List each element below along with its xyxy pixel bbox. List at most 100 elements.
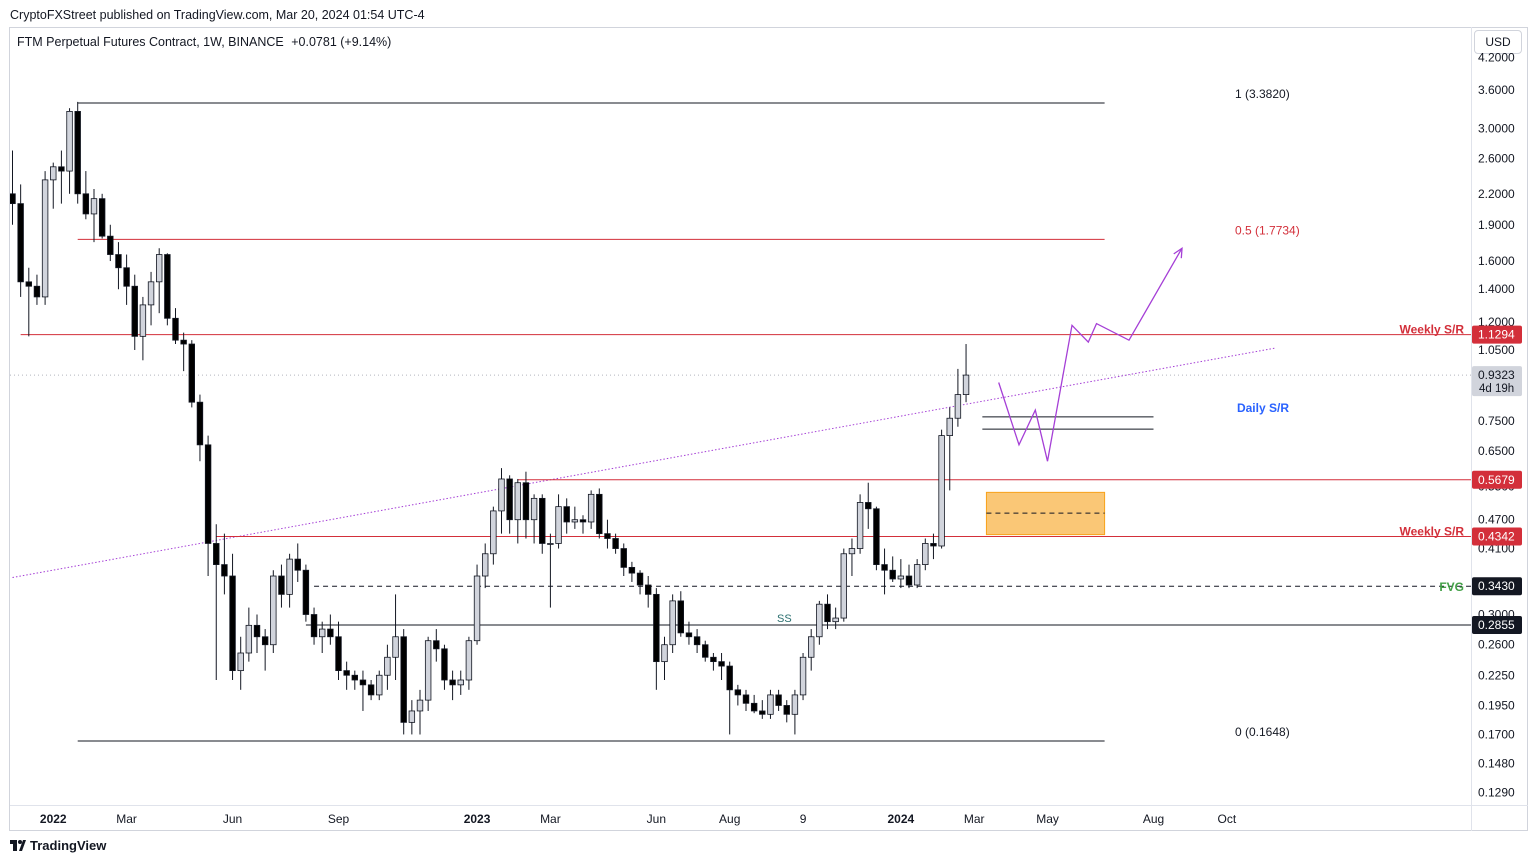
candle <box>913 559 921 589</box>
candle-body-down <box>604 533 611 539</box>
candle <box>677 591 684 637</box>
candle <box>449 670 456 701</box>
candle-body-up <box>587 493 595 523</box>
candle-body-up <box>767 694 774 715</box>
price-tag-text: 0.2855 <box>1478 618 1515 632</box>
candle <box>433 629 440 662</box>
candle <box>441 644 448 690</box>
candle-body-down <box>98 198 106 237</box>
candle-body-down <box>718 661 725 667</box>
candle <box>791 689 799 735</box>
time-axis: 2022 Mar Jun Sep 2023 Mar Jun Aug 9 2024 Mar May Aug… <box>40 812 1237 826</box>
candle <box>213 524 220 680</box>
candle <box>139 296 147 361</box>
candle-body-down <box>172 317 179 341</box>
time-tick-label: Mar <box>540 812 561 826</box>
price-tick-label: 3.6000 <box>1478 83 1515 97</box>
candle-body-down <box>522 482 530 521</box>
candle <box>759 700 766 719</box>
candle-body-down <box>824 603 831 623</box>
price-tag-bg <box>1472 325 1522 344</box>
candle-body-down <box>506 478 513 521</box>
candle-body-down <box>131 285 138 337</box>
price-tag-bg <box>1472 615 1522 634</box>
candle-body-up <box>799 656 807 696</box>
price-tick-label: 0.1290 <box>1478 786 1515 800</box>
projection-arrowhead <box>1173 246 1183 259</box>
candle-body-up <box>791 694 799 715</box>
currency-button[interactable]: USD <box>1474 30 1522 54</box>
candle <box>10 150 16 225</box>
price-tick-label: 1.6000 <box>1478 254 1515 268</box>
candle-body-up <box>848 548 856 555</box>
candle <box>278 564 285 608</box>
candle <box>261 629 269 671</box>
candle-body-down <box>889 569 896 580</box>
candle <box>865 482 872 529</box>
level-05679-price-tag: 0.5679 <box>1472 470 1522 489</box>
candle-body-down <box>33 285 41 298</box>
candle-body-up <box>384 656 391 676</box>
candle-body-up <box>424 640 432 701</box>
candle-body-down <box>433 640 440 650</box>
level-labels: 1 (3.3820) 0.5 (1.7734) 0 (0.1648) Weekly S… <box>777 87 1464 739</box>
candle <box>327 614 334 645</box>
tradingview-logo[interactable]: TradingView <box>10 838 106 853</box>
candle-body-up <box>66 111 73 172</box>
candle-body-down <box>310 614 318 638</box>
candle-body-up <box>498 478 505 512</box>
candle-body-down <box>17 203 24 283</box>
candle <box>946 407 953 491</box>
candle <box>481 543 489 589</box>
candle <box>359 670 367 711</box>
candle-body-down <box>74 111 81 195</box>
candle-body-up <box>808 636 815 658</box>
candle <box>620 543 627 577</box>
price-axis: 4.2000 3.6000 3.0000 2.6000 2.2000 1.9000 1.60… <box>1472 50 1522 800</box>
candle <box>938 429 945 549</box>
candle <box>571 506 579 529</box>
candle-body-up <box>155 254 163 283</box>
candle-body-up <box>832 617 839 623</box>
price-tag-bg <box>1472 470 1522 489</box>
candle <box>530 494 538 544</box>
current-price-bg <box>1472 366 1522 397</box>
time-tick-label: Mar <box>964 812 985 826</box>
candle-body-up <box>922 543 929 565</box>
candle-body-down <box>180 339 187 345</box>
candle <box>596 488 603 539</box>
time-tick-label: Mar <box>116 812 137 826</box>
candle-body-up <box>661 644 668 663</box>
candle <box>58 150 65 204</box>
candle-body-up <box>571 519 579 523</box>
candle <box>922 538 929 571</box>
tradingview-mark-icon <box>10 840 26 851</box>
candle-body-down <box>107 235 114 255</box>
candle-body-up <box>318 628 326 638</box>
candle <box>539 494 546 554</box>
candle-body-down <box>628 566 636 574</box>
candle-body-up <box>245 624 253 654</box>
candle-body-down <box>278 575 285 595</box>
candle <box>74 101 81 204</box>
candle <box>221 533 228 595</box>
candle <box>848 538 856 577</box>
candle <box>555 494 562 549</box>
price-tick-label: 4.2000 <box>1478 50 1515 64</box>
candle <box>188 340 195 408</box>
candle <box>775 689 782 711</box>
candle <box>612 533 619 554</box>
candle-body-down <box>25 281 32 287</box>
candle-body-down <box>539 497 546 544</box>
price-tick-label: 1.0500 <box>1478 343 1515 357</box>
candle <box>172 308 179 345</box>
candle <box>750 694 758 714</box>
candle <box>636 570 644 595</box>
candle-body-down <box>677 600 684 634</box>
candle-body-down <box>221 564 228 577</box>
candle-body-down <box>58 166 65 172</box>
plot-area <box>10 101 1471 742</box>
price-tick-label: 0.2250 <box>1478 668 1515 682</box>
candle-body-up <box>490 510 497 555</box>
